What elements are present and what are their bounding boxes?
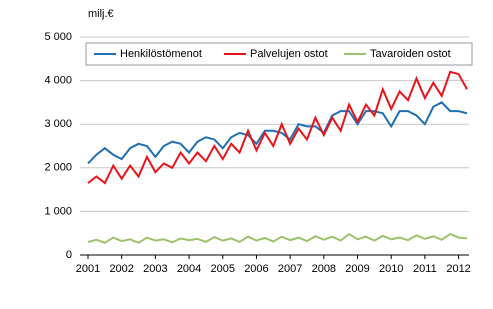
series-line: [87, 101, 468, 165]
x-tick-label: 2001: [76, 263, 100, 275]
y-tick-label: 0: [66, 249, 72, 261]
x-tick-label: 2012: [446, 263, 470, 275]
y-axis-label: milj.€: [88, 8, 114, 20]
x-tick-label: 2006: [244, 263, 268, 275]
x-tick-label: 2007: [278, 263, 302, 275]
series-line: [87, 70, 468, 185]
x-tick-label: 2003: [143, 263, 167, 275]
legend-label: Palvelujen ostot: [250, 48, 328, 60]
legend-box: [85, 42, 473, 66]
x-tick-label: 2010: [379, 263, 403, 275]
y-tick-label: 3 000: [44, 118, 72, 130]
series-line: [87, 232, 468, 244]
y-tick-label: 5 000: [44, 31, 72, 43]
x-tick-label: 2011: [413, 263, 437, 275]
x-tick-label: 2009: [345, 263, 369, 275]
legend-label: Tavaroiden ostot: [370, 48, 451, 60]
y-tick-label: 1 000: [44, 205, 72, 217]
x-tick-label: 2004: [177, 263, 201, 275]
x-tick-label: 2008: [312, 263, 336, 275]
x-tick-label: 2005: [211, 263, 235, 275]
y-tick-label: 2 000: [44, 162, 72, 174]
y-tick-label: 4 000: [44, 75, 72, 87]
legend-label: Henkilöstömenot: [120, 48, 202, 60]
x-tick-label: 2002: [109, 263, 133, 275]
